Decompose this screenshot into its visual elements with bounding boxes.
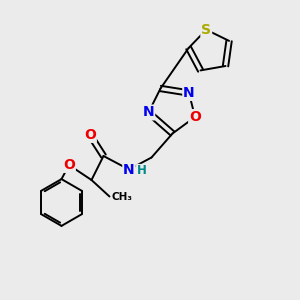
Text: H: H <box>137 164 146 178</box>
Text: N: N <box>143 106 154 119</box>
Text: O: O <box>63 158 75 172</box>
Text: CH₃: CH₃ <box>112 191 133 202</box>
Text: N: N <box>183 86 195 100</box>
Text: S: S <box>201 23 211 37</box>
Text: O: O <box>189 110 201 124</box>
Text: N: N <box>123 163 135 176</box>
Text: O: O <box>84 128 96 142</box>
